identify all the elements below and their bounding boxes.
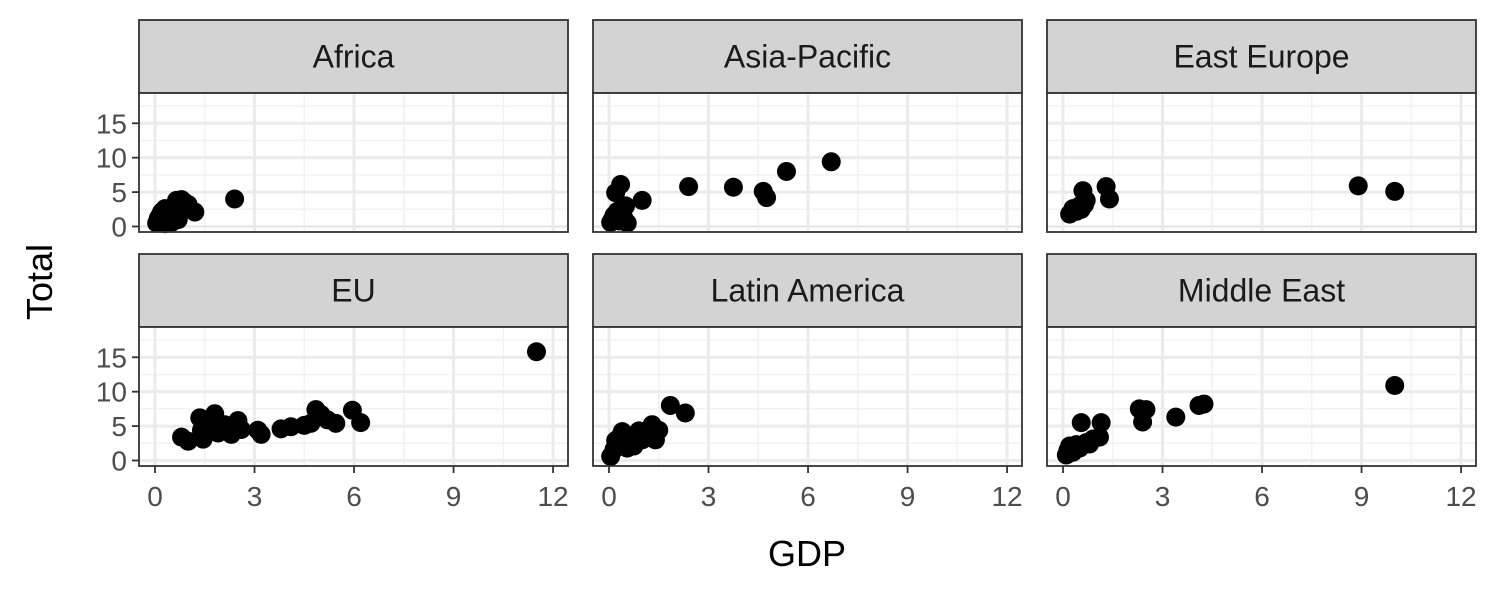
- data-point: [193, 429, 213, 449]
- facet-strip: [138, 19, 569, 94]
- data-point: [649, 420, 669, 440]
- data-point: [1076, 190, 1096, 210]
- y-tick-label: 0: [111, 445, 127, 476]
- facet-panel: Middle East 0 3 6 9 12: [1046, 253, 1477, 512]
- data-point: [1099, 189, 1119, 209]
- data-point: [821, 152, 841, 172]
- x-tick-label: 6: [346, 481, 362, 512]
- facet-strip-label: Middle East: [1178, 273, 1345, 309]
- x-tick-label: 3: [701, 481, 717, 512]
- y-tick-label: 15: [96, 342, 127, 373]
- data-point: [757, 188, 777, 208]
- data-point: [1348, 176, 1368, 196]
- y-tick-label: 5: [111, 411, 127, 442]
- facet-strip: [1046, 19, 1477, 94]
- facet-panel: Asia-Pacific: [592, 19, 1023, 233]
- data-point: [776, 161, 796, 181]
- y-tick-label: 10: [96, 143, 127, 174]
- data-point: [679, 177, 699, 197]
- x-tick-label: 12: [1445, 481, 1476, 512]
- x-tick-label: 0: [1055, 481, 1071, 512]
- data-point: [231, 420, 251, 440]
- data-point: [178, 431, 198, 451]
- data-point: [617, 213, 637, 233]
- data-point: [632, 190, 652, 210]
- data-point: [1089, 427, 1109, 447]
- data-point: [1385, 375, 1405, 395]
- x-axis-title: GDP: [768, 533, 846, 574]
- panel-border: [592, 92, 1023, 233]
- y-tick-label: 10: [96, 377, 127, 408]
- x-tick-label: 6: [800, 481, 816, 512]
- data-point: [1136, 400, 1156, 420]
- data-point: [1071, 413, 1091, 433]
- data-point: [1385, 181, 1405, 201]
- data-point: [723, 177, 743, 197]
- y-tick-label: 0: [111, 211, 127, 242]
- data-point: [326, 413, 346, 433]
- facet-strip-label: East Europe: [1173, 39, 1349, 75]
- data-point: [162, 212, 182, 232]
- facet-strip-label: Asia-Pacific: [724, 39, 891, 75]
- x-tick-label: 3: [247, 481, 263, 512]
- facet-strip: [1046, 253, 1477, 328]
- data-point: [185, 202, 205, 222]
- data-point: [1194, 394, 1214, 414]
- facet-strip-label: Latin America: [711, 273, 905, 309]
- facet-strip: [592, 19, 1023, 94]
- data-point: [616, 196, 636, 216]
- facet-panel: East Europe: [1046, 19, 1477, 233]
- facet-strip: [138, 253, 569, 328]
- facet-strip: [592, 253, 1023, 328]
- y-tick-label: 15: [96, 108, 127, 139]
- facet-strip-label: Africa: [313, 39, 395, 75]
- panel-border: [1046, 92, 1477, 233]
- x-tick-label: 6: [1254, 481, 1270, 512]
- data-point: [351, 413, 371, 433]
- x-tick-label: 9: [900, 481, 916, 512]
- data-point: [526, 342, 546, 362]
- data-point: [660, 395, 680, 415]
- data-point: [1166, 407, 1186, 427]
- x-tick-label: 9: [446, 481, 462, 512]
- facet-strip-label: EU: [331, 273, 375, 309]
- data-point: [1091, 413, 1111, 433]
- data-point: [251, 424, 271, 444]
- y-axis-title: Total: [19, 244, 60, 320]
- y-tick-label: 5: [111, 177, 127, 208]
- facet-panel: Latin America 0 3 6 9 12: [592, 253, 1023, 512]
- data-point: [675, 403, 695, 423]
- x-tick-label: 12: [537, 481, 568, 512]
- data-point: [611, 175, 631, 195]
- panel-border: [138, 92, 569, 233]
- x-tick-label: 12: [991, 481, 1022, 512]
- x-tick-label: 3: [1155, 481, 1171, 512]
- data-point: [225, 189, 245, 209]
- x-tick-label: 9: [1354, 481, 1370, 512]
- x-tick-label: 0: [601, 481, 617, 512]
- x-tick-label: 0: [147, 481, 163, 512]
